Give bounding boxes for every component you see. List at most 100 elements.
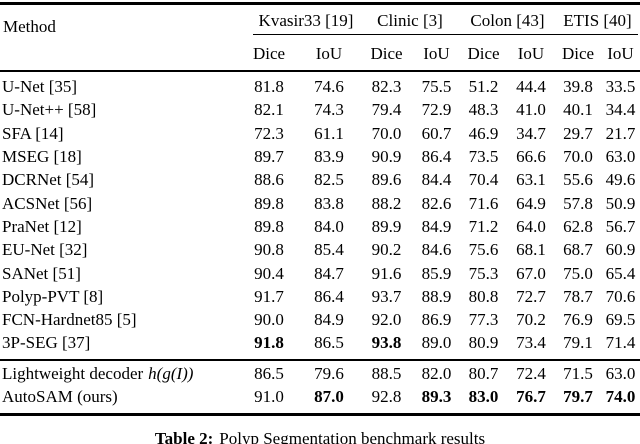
method-cell: FCN-Hardnet85 [5] — [0, 311, 240, 328]
value-cell: 89.0 — [421, 333, 452, 353]
value-cell: 70.0 — [371, 123, 402, 143]
value-cell: 84.6 — [421, 240, 452, 260]
value-cell: 57.8 — [563, 193, 593, 213]
value-cell: 61.1 — [314, 123, 344, 143]
method-cell: ACSNet [56] — [0, 195, 240, 212]
value-cell: 84.4 — [421, 170, 452, 190]
subheader-iou: IoU — [517, 44, 545, 63]
method-cell: Polyp-PVT [8] — [0, 288, 240, 305]
method-name: Lightweight decoder — [2, 364, 144, 384]
method-name: U-Net [35] — [2, 77, 78, 97]
value-cell: 50.9 — [605, 193, 636, 213]
method-name: DCRNet [54] — [2, 170, 95, 190]
value-cell: 91.0 — [254, 387, 284, 407]
method-name: MSEG [18] — [2, 147, 82, 167]
value-cell: 81.8 — [254, 77, 284, 97]
method-name: 3P-SEG [37] — [2, 333, 91, 353]
method-name: SANet [51] — [2, 263, 81, 283]
value-cell: 91.7 — [254, 286, 284, 306]
value-cell: 79.6 — [314, 364, 344, 384]
table-row: EU-Net [32] 90.8 85.4 90.2 84.6 75.6 68.1 68.7 6… — [0, 238, 640, 261]
value-cell: 86.4 — [314, 286, 344, 306]
table-row: Polyp-PVT [8] 91.7 86.4 93.7 88.9 80.8 72.7 78.… — [0, 285, 640, 308]
value-cell: 44.4 — [516, 77, 546, 97]
method-cell: MSEG [18] — [0, 148, 240, 165]
value-cell: 79.1 — [563, 333, 593, 353]
method-column-spacer — [0, 42, 240, 65]
group-header-clinic: Clinic [3] — [377, 10, 443, 30]
value-cell: 76.7 — [516, 387, 546, 407]
value-cell: 72.4 — [516, 364, 546, 384]
value-cell: 46.9 — [468, 123, 499, 143]
table-row: AutoSAM (ours) 91.0 87.0 92.8 89.3 83.0 76.7 79… — [0, 385, 640, 408]
value-cell: 51.2 — [468, 77, 499, 97]
subheader-iou: IoU — [315, 44, 343, 63]
header-bottom-rule — [0, 70, 640, 72]
table-row: ACSNet [56] 89.8 83.8 88.2 82.6 71.6 64.9 57.8 5… — [0, 191, 640, 214]
method-cell: EU-Net [32] — [0, 241, 240, 258]
method-math-expression: h(g(I)) — [148, 364, 194, 384]
value-cell: 72.3 — [254, 123, 284, 143]
value-cell: 84.9 — [421, 216, 452, 236]
value-cell: 55.6 — [563, 170, 593, 190]
table-row: Lightweight decoder h(g(I)) 86.5 79.6 88.5 82… — [0, 362, 640, 385]
caption-label: Table 2: — [154, 429, 214, 444]
value-cell: 29.7 — [563, 123, 593, 143]
table-row: DCRNet [54] 88.6 82.5 89.6 84.4 70.4 63.1 55.6 4… — [0, 168, 640, 191]
value-cell: 64.0 — [516, 216, 546, 236]
subheader-dice: Dice — [561, 44, 595, 63]
method-cell: 3P-SEG [37] — [0, 334, 240, 351]
subheader-dice: Dice — [467, 44, 500, 63]
value-cell: 86.5 — [254, 364, 284, 384]
value-cell: 82.3 — [371, 77, 402, 97]
value-cell: 89.9 — [371, 216, 402, 236]
table-row: U-Net [35] 81.8 74.6 82.3 75.5 51.2 44.4 39.8 33… — [0, 75, 640, 98]
value-cell: 89.8 — [254, 193, 284, 213]
value-cell: 80.8 — [468, 286, 499, 306]
table-body: U-Net [35] 81.8 74.6 82.3 75.5 51.2 44.4 39.8 33… — [0, 75, 640, 355]
value-cell: 63.0 — [605, 147, 636, 167]
method-cell: SANet [51] — [0, 265, 240, 282]
table-row: MSEG [18] 89.7 83.9 90.9 86.4 73.5 66.6 70.0 63.… — [0, 145, 640, 168]
method-name: EU-Net [32] — [2, 240, 88, 260]
group-header-colon: Colon [43] — [470, 10, 545, 30]
value-cell: 92.8 — [371, 387, 402, 407]
method-cell: AutoSAM (ours) — [0, 388, 240, 405]
value-cell: 84.9 — [314, 310, 344, 330]
value-cell: 49.6 — [605, 170, 636, 190]
value-cell: 93.7 — [371, 286, 402, 306]
group-header-kvasir: Kvasir33 [19] — [258, 10, 354, 30]
value-cell: 70.4 — [468, 170, 499, 190]
value-cell: 85.4 — [314, 240, 344, 260]
value-cell: 86.9 — [421, 310, 452, 330]
table-row: FCN-Hardnet85 [5] 90.0 84.9 92.0 86.9 77.3 70.… — [0, 308, 640, 331]
value-cell: 70.6 — [605, 286, 636, 306]
value-cell: 64.9 — [516, 193, 546, 213]
value-cell: 76.9 — [563, 310, 593, 330]
value-cell: 33.5 — [605, 77, 636, 97]
value-cell: 41.0 — [516, 100, 546, 120]
method-name: SFA [14] — [2, 123, 64, 143]
value-cell: 73.5 — [468, 147, 499, 167]
value-cell: 82.0 — [421, 364, 452, 384]
value-cell: 65.4 — [605, 263, 636, 283]
value-cell: 75.0 — [563, 263, 593, 283]
value-cell: 90.8 — [254, 240, 284, 260]
value-cell: 72.9 — [421, 100, 452, 120]
group-header-underline-rule — [253, 33, 638, 35]
value-cell: 89.3 — [421, 387, 452, 407]
value-cell: 85.9 — [421, 263, 452, 283]
value-cell: 34.4 — [605, 100, 636, 120]
method-name: Polyp-PVT [8] — [2, 286, 104, 306]
value-cell: 70.0 — [563, 147, 593, 167]
value-cell: 89.6 — [371, 170, 402, 190]
subheader-iou: IoU — [423, 44, 450, 63]
value-cell: 39.8 — [563, 77, 593, 97]
table-footer-section: Lightweight decoder h(g(I)) 86.5 79.6 88.5 82… — [0, 362, 640, 409]
value-cell: 79.4 — [371, 100, 402, 120]
value-cell: 69.5 — [605, 310, 636, 330]
value-cell: 88.2 — [371, 193, 402, 213]
subheader-iou: IoU — [607, 44, 634, 63]
value-cell: 90.2 — [371, 240, 402, 260]
method-column-header: Method — [3, 17, 56, 36]
